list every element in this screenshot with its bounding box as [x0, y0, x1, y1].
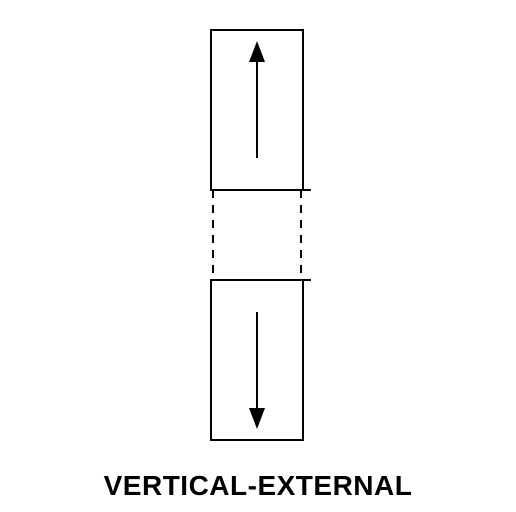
top-arrow-head	[249, 41, 265, 62]
diagram-canvas	[0, 0, 516, 512]
bottom-arrow-head	[249, 408, 265, 429]
caption-text: VERTICAL-EXTERNAL	[0, 470, 516, 502]
